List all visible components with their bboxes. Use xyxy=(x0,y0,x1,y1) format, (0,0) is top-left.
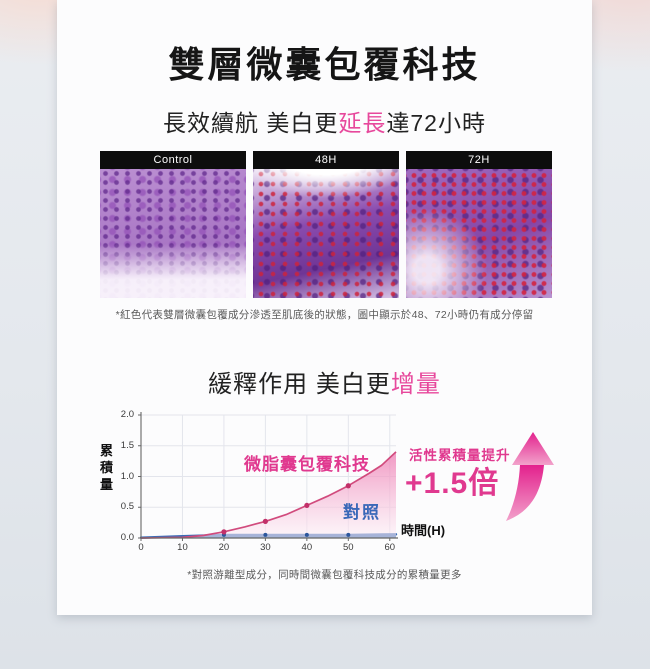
y-tick-label: 0.5 xyxy=(120,501,134,513)
image-label: 72H xyxy=(468,154,490,166)
x-tick-label: 50 xyxy=(343,542,354,553)
annotation-value: +1.5倍 xyxy=(405,467,500,500)
tissue-micrograph-control xyxy=(100,169,246,298)
tissue-micrograph-48h xyxy=(253,169,399,298)
y-axis-label: 累積量 xyxy=(99,443,113,492)
page-title: 雙層微囊包覆科技 xyxy=(168,44,481,85)
section2-highlight: 增量 xyxy=(390,371,441,398)
x-tick-label: 40 xyxy=(301,542,313,553)
y-tick-label: 1.0 xyxy=(120,470,134,482)
y-tick-label: 2.0 xyxy=(120,409,134,420)
histology-images-row: Control 48H 72H xyxy=(100,151,552,298)
annotation-text: 活性累積量提升 xyxy=(409,448,511,463)
histology-image-control: Control xyxy=(100,151,246,298)
series-label-control: 對照 xyxy=(343,503,381,522)
x-tick-label: 20 xyxy=(218,542,230,553)
footnote-chart: *對照游離型成分，同時間微囊包覆科技成分的累積量更多 xyxy=(187,569,462,581)
page-subtitle: 長效續航 美白更延長達72小時 xyxy=(57,104,592,138)
y-tick-label: 0.0 xyxy=(120,532,134,543)
image-label-bar: 72H xyxy=(406,151,552,169)
histology-image-72h: 72H xyxy=(406,151,552,298)
image-label: Control xyxy=(153,154,193,166)
y-tick-label: 1.5 xyxy=(120,439,134,451)
cumulative-amount-chart: 0.0 0.5 1.0 1.5 2.0 0 10 20 30 40 50 60 xyxy=(121,409,404,553)
x-tick-label: 30 xyxy=(260,542,271,553)
image-label: 48H xyxy=(315,154,337,166)
chart-plot xyxy=(138,412,398,541)
subtitle-highlight: 延長 xyxy=(338,110,387,136)
image-label-bar: 48H xyxy=(253,151,399,169)
series-label-microcapsule: 微脂囊包覆科技 xyxy=(244,455,370,474)
image-label-bar: Control xyxy=(100,151,246,169)
section2-title: 緩釋作用 美白更增量 xyxy=(57,364,592,399)
up-arrow-icon xyxy=(501,430,561,525)
content-panel: 雙層微囊包覆科技 長效續航 美白更延長達72小時 Control 48H 72H… xyxy=(57,0,592,615)
footnote-images: *紅色代表雙層微囊包覆成分滲透至肌底後的狀態，圖中顯示於48、72小時仍有成分停… xyxy=(115,309,534,321)
tissue-micrograph-72h xyxy=(406,169,552,298)
x-tick-label: 10 xyxy=(177,542,188,553)
x-tick-label: 60 xyxy=(384,542,396,553)
section2-prefix: 緩釋作用 美白更 xyxy=(208,371,391,398)
subtitle-suffix: 達72小時 xyxy=(386,110,486,136)
x-axis-label: 時間(H) xyxy=(401,523,446,538)
x-tick-label: 0 xyxy=(138,542,144,553)
histology-image-48h: 48H xyxy=(253,151,399,298)
subtitle-prefix: 長效續航 美白更 xyxy=(163,110,339,136)
